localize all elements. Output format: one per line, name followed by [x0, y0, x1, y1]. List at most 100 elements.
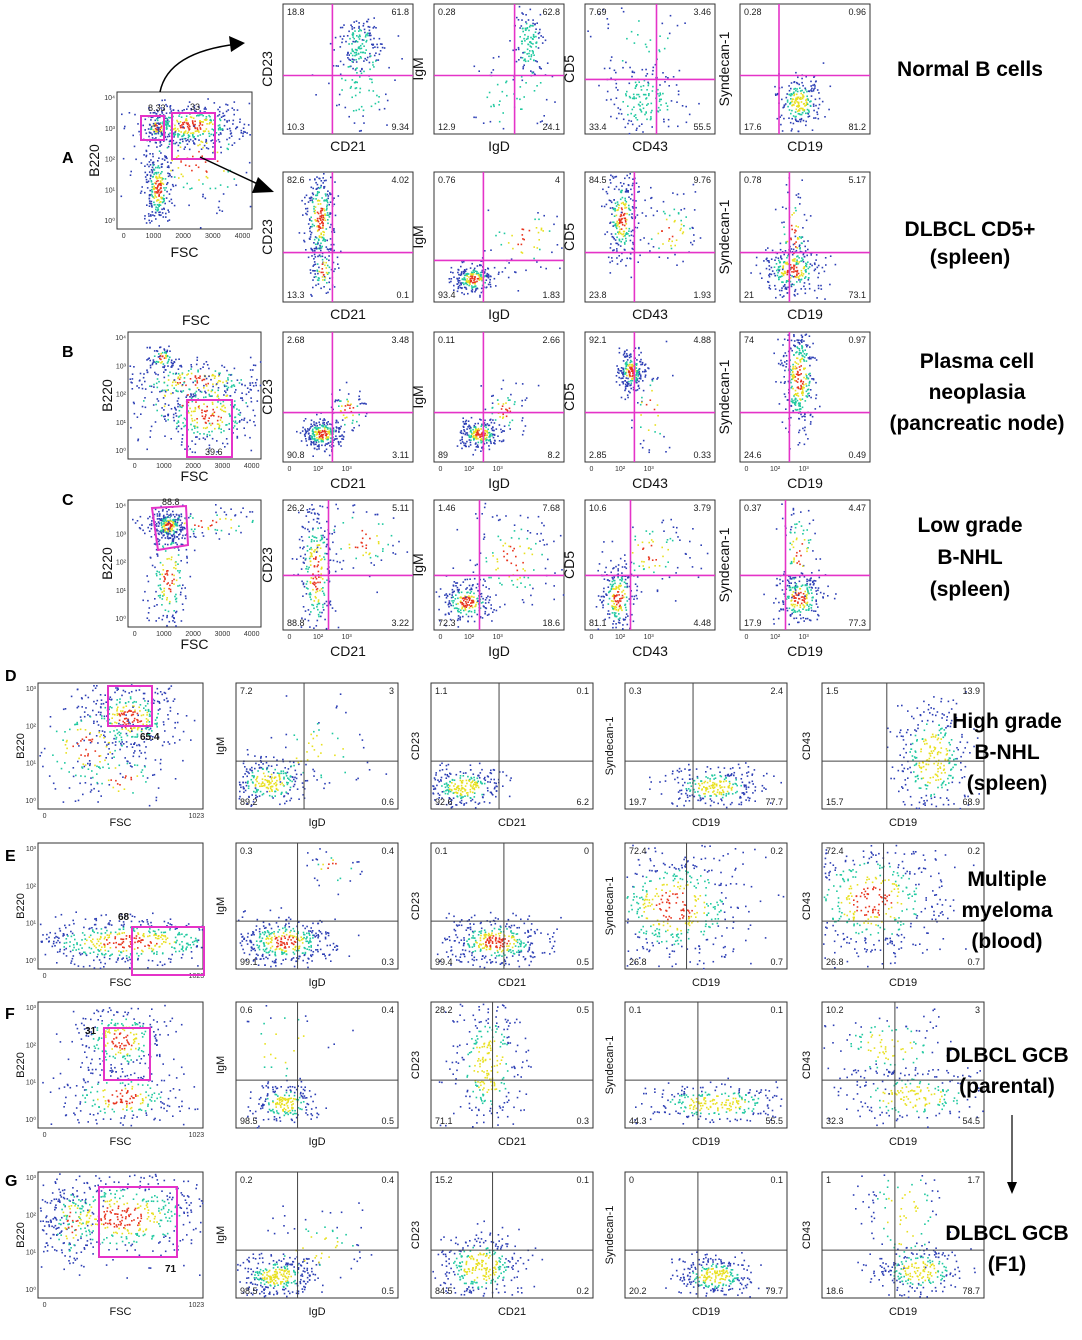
event-dot: [626, 374, 628, 377]
event-dot: [219, 128, 222, 131]
event-dot: [242, 135, 244, 137]
event-dot: [332, 261, 335, 264]
event-dot: [161, 163, 164, 165]
event-dot: [166, 166, 169, 168]
event-dot: [325, 271, 328, 274]
event-dot: [166, 135, 169, 138]
event-dot: [193, 410, 195, 413]
event-dot: [167, 360, 169, 363]
event-dot: [358, 25, 360, 28]
quadrant-value-ul: 7.69: [589, 7, 607, 17]
event-dot: [183, 377, 186, 379]
event-dot: [206, 123, 208, 125]
event-dot: [816, 297, 818, 299]
y-tick-label: 10³: [105, 126, 116, 133]
event-dot: [480, 278, 483, 281]
event-dot: [781, 86, 783, 89]
event-dot: [795, 241, 797, 243]
event-dot: [164, 351, 166, 354]
event-dot: [619, 108, 622, 111]
event-dot: [328, 454, 331, 457]
event-dot: [373, 54, 376, 57]
event-dot: [157, 530, 159, 532]
event-dot: [155, 360, 158, 363]
event-dot: [539, 67, 541, 69]
event-dot: [217, 387, 220, 389]
event-dot: [774, 274, 776, 277]
event-dot: [322, 234, 325, 236]
event-dot: [190, 132, 192, 135]
event-dot: [171, 183, 174, 186]
event-dot: [325, 267, 328, 269]
event-dot: [671, 240, 673, 243]
event-dot: [617, 369, 620, 371]
event-dot: [178, 378, 181, 381]
event-dot: [669, 14, 672, 17]
event-dot: [811, 87, 813, 90]
event-dot: [347, 400, 349, 403]
event-dot: [792, 260, 794, 262]
event-dot: [587, 30, 589, 32]
event-dot: [784, 395, 787, 398]
event-dot: [527, 37, 529, 40]
event-dot: [790, 130, 793, 132]
event-dot: [204, 375, 206, 377]
event-dot: [618, 225, 621, 228]
y-tick-label: 10³: [116, 363, 127, 370]
event-dot: [676, 193, 679, 196]
event-dot: [796, 88, 798, 90]
event-dot: [544, 39, 547, 42]
event-dot: [131, 388, 134, 390]
event-dot: [191, 187, 193, 190]
event-dot: [680, 227, 682, 230]
event-dot: [631, 213, 633, 215]
event-dot: [490, 442, 492, 445]
event-dot: [170, 520, 173, 523]
event-dot: [805, 263, 808, 265]
event-dot: [699, 237, 702, 239]
event-dot: [361, 67, 363, 70]
event-dot: [378, 37, 381, 40]
event-dot: [164, 124, 167, 126]
event-dot: [658, 49, 660, 51]
event-dot: [470, 290, 473, 292]
event-dot: [794, 397, 797, 400]
event-dot: [495, 285, 497, 287]
event-dot: [253, 421, 255, 423]
event-dot: [452, 271, 454, 274]
event-dot: [178, 177, 180, 179]
event-dot: [164, 390, 167, 393]
event-dot: [475, 435, 477, 437]
event-dot: [218, 426, 220, 429]
event-dot: [803, 240, 805, 243]
event-dot: [147, 180, 150, 183]
event-dot: [493, 439, 496, 442]
event-dot: [641, 68, 644, 71]
event-dot: [638, 20, 640, 22]
event-dot: [813, 88, 815, 90]
event-dot: [800, 272, 803, 274]
event-dot: [326, 258, 328, 260]
event-dot: [343, 431, 346, 433]
event-dot: [157, 122, 160, 124]
event-dot: [639, 374, 642, 377]
quadrant-value-lr: 73.1: [848, 290, 866, 300]
event-dot: [160, 125, 163, 127]
event-dot: [628, 208, 631, 211]
event-dot: [328, 255, 330, 257]
event-dot: [325, 199, 327, 202]
event-dot: [540, 67, 542, 70]
event-dot: [606, 231, 609, 233]
quadrant-value-lr: 1.83: [542, 290, 560, 300]
event-dot: [222, 129, 224, 131]
event-dot: [203, 433, 205, 435]
event-dot: [188, 101, 191, 103]
event-dot: [225, 385, 228, 387]
event-dot: [211, 139, 214, 141]
x-tick-label: 10³: [644, 466, 655, 473]
event-dot: [623, 213, 625, 216]
event-dot: [784, 284, 786, 286]
event-dot: [219, 380, 222, 383]
event-dot: [356, 41, 359, 43]
